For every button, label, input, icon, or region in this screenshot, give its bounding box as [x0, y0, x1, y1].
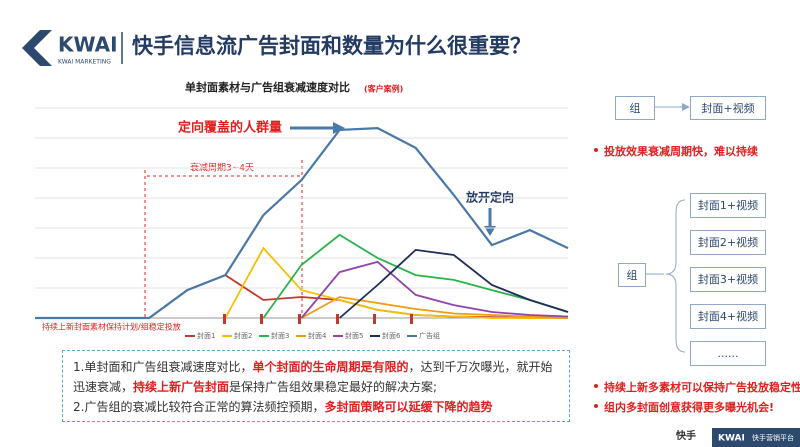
paragraph: 1.单封面和广告组衰减速度对比，单个封面的生命周期是有限的，达到千万次曝光，就开… [73, 357, 559, 397]
legend-label: 广告组 [419, 331, 440, 340]
text-segment: 持续上新广告封面 [133, 380, 230, 394]
annotation: 定向覆盖的人群量 [177, 120, 282, 136]
bullet [594, 148, 598, 152]
marker [373, 314, 376, 324]
annotation: 持续上新封面素材保持计划/组稳定投放 [42, 322, 181, 332]
page-title: 快手信息流广告封面和数量为什么很重要？ [132, 34, 531, 58]
arrow-head [333, 122, 345, 134]
footer-logo: KWAI [718, 434, 745, 444]
item-box: 封面4+视频 [690, 304, 766, 329]
arrow-head [682, 103, 690, 111]
item-box: ...... [690, 341, 766, 366]
series-line [262, 233, 569, 319]
marker [260, 314, 263, 324]
marker [336, 314, 339, 324]
bullet [594, 384, 598, 388]
series-line [35, 126, 569, 320]
group-box: 组 [618, 263, 646, 287]
text-segment: ，达到千万次曝光，就开始迅速衰减， [73, 360, 553, 394]
bullet [594, 404, 598, 408]
legend-label: 封面6 [382, 331, 401, 340]
item-box: 封面+视频 [690, 96, 766, 120]
logo-sub: KWAI MARKETING [58, 59, 111, 66]
series-line [339, 248, 569, 319]
item-box: 封面2+视频 [690, 230, 766, 255]
series-line [300, 260, 569, 319]
legend-label: 封面4 [308, 331, 327, 340]
item-box: 封面3+视频 [690, 267, 766, 292]
text-segment: 多封面策略可以延缓下降的趋势 [324, 400, 493, 414]
annotation: 放开定向 [465, 190, 514, 205]
brace [665, 199, 686, 353]
series-line [301, 296, 569, 319]
legend-label: 封面2 [234, 331, 252, 340]
chart-subtitle: (客户案例) [364, 84, 403, 94]
footer-brand: 快手 [675, 429, 696, 442]
text-segment: 2.广告组的衰减比较符合正常的算法频控预期， [73, 400, 325, 414]
marker [298, 314, 301, 324]
text-box: 1.单封面和广告组衰减速度对比，单个封面的生命周期是有限的，达到千万次曝光，就开… [62, 350, 570, 422]
note: 组内多封面创意获得更多曝光机会! [604, 401, 775, 414]
chart-title: 单封面素材与广告组衰减速度对比 [185, 80, 350, 94]
note: 持续上新多素材可以保持广告投放稳定性; [604, 381, 800, 394]
footer-platform: 快手营销平台 [752, 433, 794, 442]
text-segment: 单个封面的生命周期是有限的 [252, 360, 409, 374]
text-segment: 1.单封面和广告组衰减速度对比， [73, 360, 253, 374]
text-segment: 是保持广告组效果稳定最好的解决方案; [229, 380, 438, 394]
marker [223, 314, 226, 324]
paragraph: 2.广告组的衰减比较符合正常的算法频控预期，多封面策略可以延缓下降的趋势 [73, 397, 559, 417]
legend-label: 封面1 [197, 331, 215, 340]
logo-text: KWAI [58, 33, 118, 57]
series-line [224, 246, 568, 319]
footer-bar [712, 428, 800, 447]
group-box: 组 [615, 96, 655, 120]
legend-label: 封面5 [345, 331, 363, 340]
cover-start-markers [223, 314, 413, 324]
marker [410, 314, 413, 324]
note: 投放效果衰减周期快，难以持续 [604, 145, 758, 158]
logo-mark [22, 30, 52, 66]
legend-label: 封面3 [271, 331, 289, 340]
item-box: 封面1+视频 [690, 193, 766, 218]
